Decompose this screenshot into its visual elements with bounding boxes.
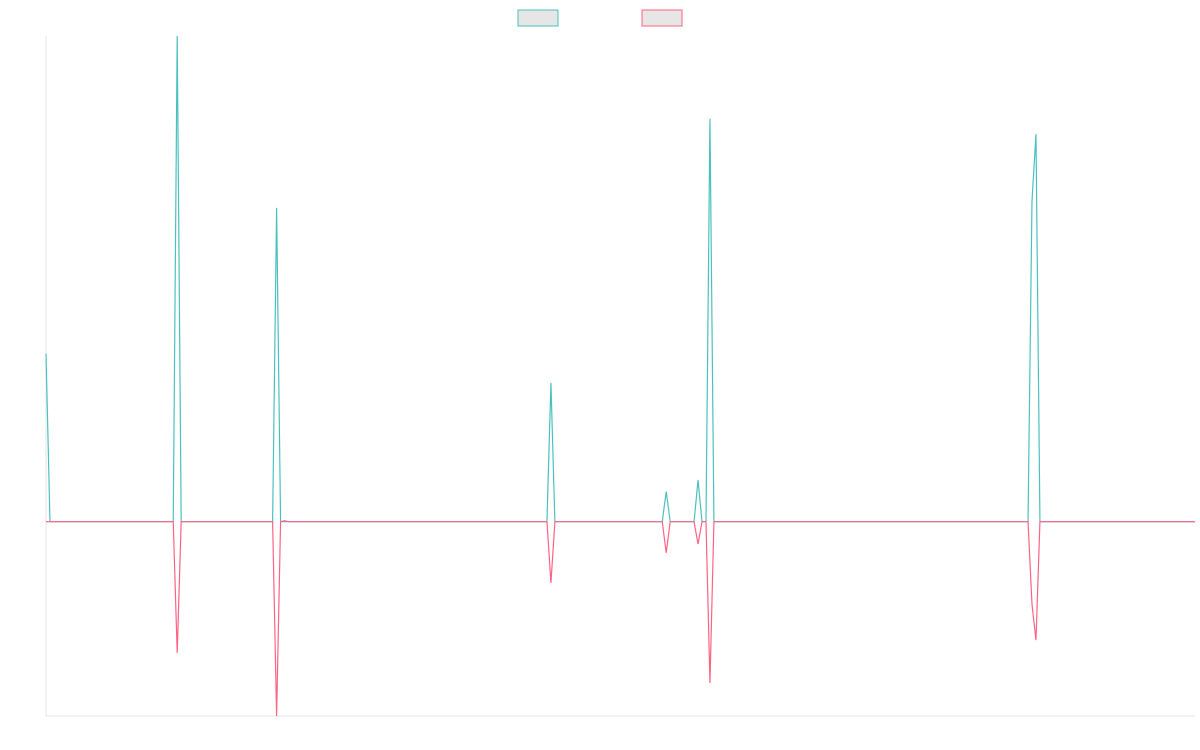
series-line-1: [45, 35, 1195, 523]
legend-swatch-2[interactable]: [641, 9, 683, 27]
legend: [517, 9, 683, 27]
series-line-2: [46, 520, 1195, 717]
series-layer: [45, 35, 1195, 717]
legend-swatch-1[interactable]: [517, 9, 559, 27]
